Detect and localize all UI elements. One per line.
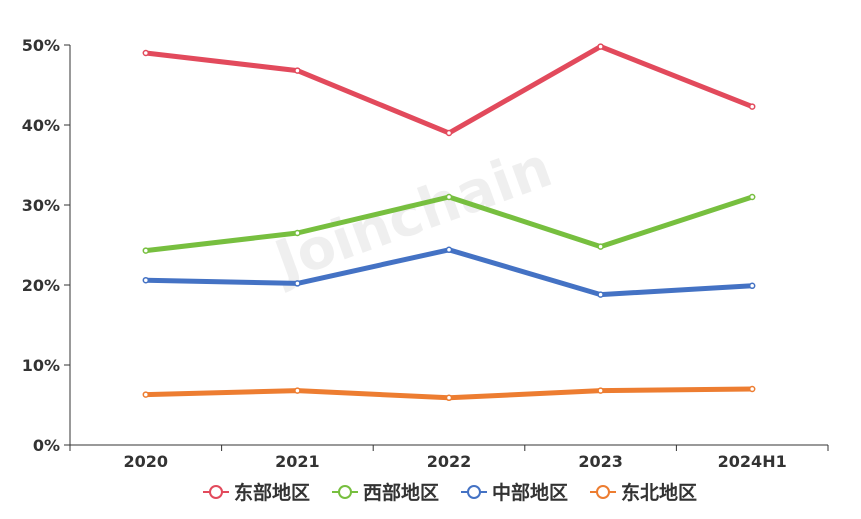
legend-item[interactable]: 西部地区	[332, 481, 439, 504]
data-point	[748, 193, 756, 201]
data-point	[294, 229, 301, 237]
data-point	[142, 49, 150, 57]
data-point	[445, 129, 453, 137]
legend-label: 东北地区	[621, 481, 697, 504]
data-point	[445, 193, 453, 201]
series-1	[142, 193, 756, 254]
data-point	[445, 246, 453, 254]
legend-marker-icon	[209, 485, 223, 499]
data-point	[142, 391, 150, 398]
data-point	[294, 387, 301, 394]
y-tick-label: 40%	[22, 116, 60, 135]
y-tick-label: 0%	[33, 436, 60, 455]
legend-marker-icon	[596, 485, 610, 499]
legend-label: 中部地区	[492, 481, 568, 504]
legend-item[interactable]: 东部地区	[203, 481, 310, 504]
y-tick-label: 30%	[22, 196, 60, 215]
legend-label: 东部地区	[234, 481, 310, 504]
series-line	[143, 44, 755, 136]
data-point	[748, 103, 756, 110]
axes: 0% 10% 20% 30% 40% 50% 2020 2021 2022 2023 2024H1	[22, 36, 829, 471]
data-point	[748, 282, 756, 290]
x-tick-label: 2020	[124, 452, 169, 471]
legend-marker-icon	[467, 485, 481, 499]
x-tick-label: 2022	[427, 452, 472, 471]
data-point	[597, 243, 604, 250]
series-0	[142, 43, 756, 137]
legend-item[interactable]: 中部地区	[461, 481, 568, 504]
y-tick-label: 20%	[22, 276, 60, 295]
data-point	[142, 276, 150, 284]
series-3	[142, 385, 756, 402]
data-point	[597, 291, 604, 298]
y-tick-label: 10%	[22, 356, 60, 375]
legend-item[interactable]: 东北地区	[590, 481, 697, 504]
data-point	[445, 394, 453, 402]
x-tick-label: 2024H1	[718, 452, 787, 471]
data-point	[597, 387, 604, 394]
legend-marker-icon	[338, 485, 352, 499]
series-lines	[142, 43, 756, 402]
data-point	[294, 67, 301, 74]
x-tick-label: 2023	[578, 452, 623, 471]
series-line	[143, 247, 755, 298]
legend: 东部地区 西部地区 中部地区 东北地区	[203, 481, 697, 504]
data-point	[597, 43, 604, 50]
data-point	[748, 385, 756, 393]
legend-label: 西部地区	[363, 481, 439, 504]
series-2	[142, 246, 756, 298]
data-point	[142, 247, 150, 254]
data-point	[294, 280, 301, 287]
x-tick-label: 2021	[275, 452, 320, 471]
y-tick-label: 50%	[22, 36, 60, 55]
